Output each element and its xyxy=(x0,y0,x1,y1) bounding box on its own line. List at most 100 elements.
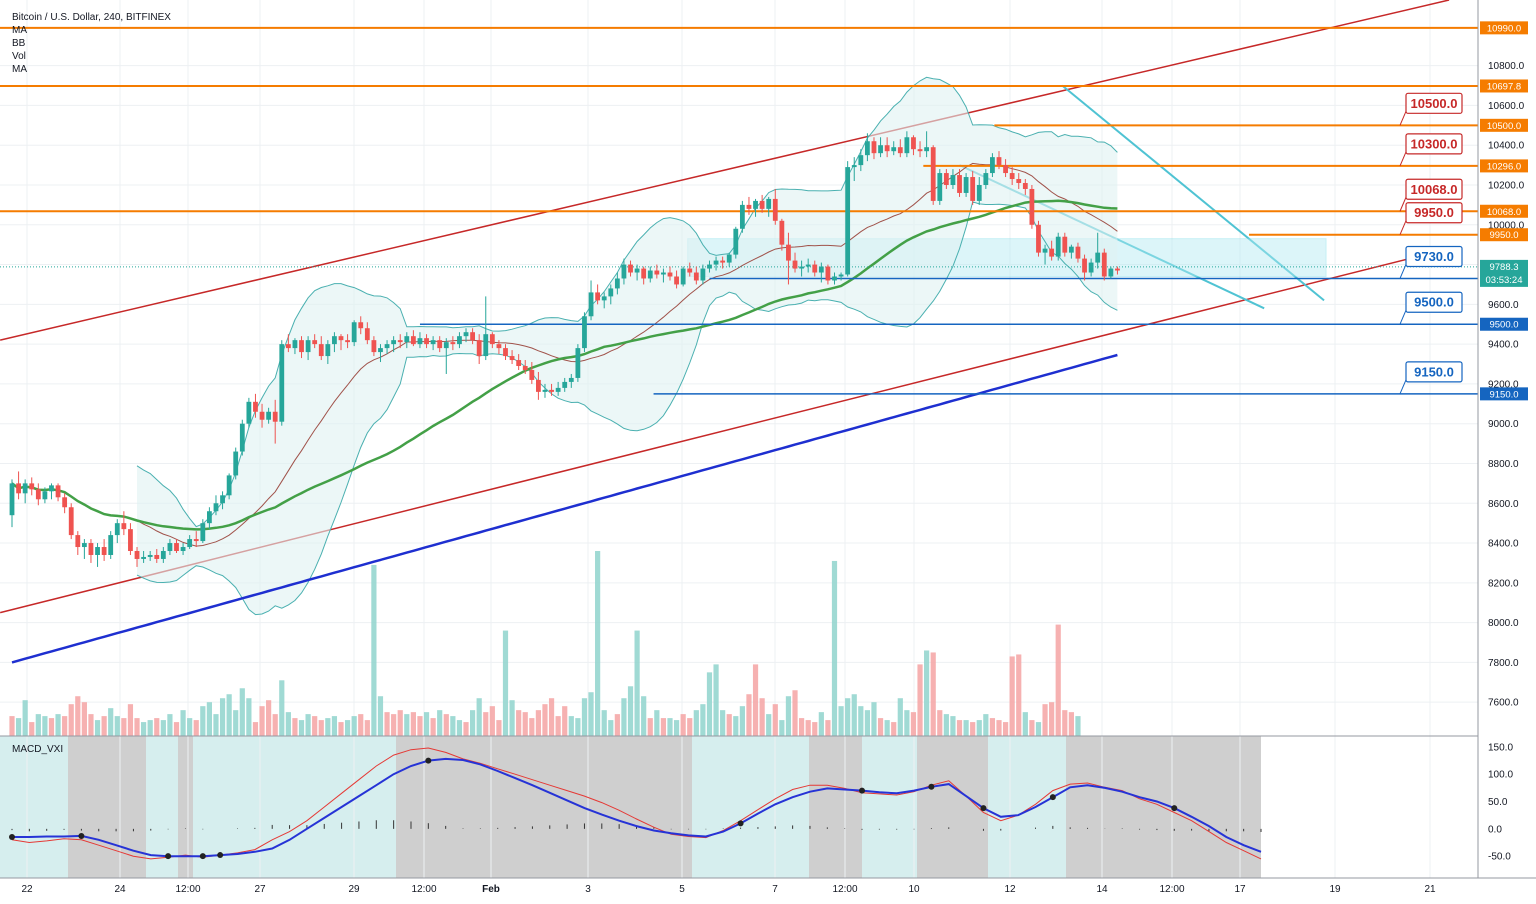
price-tick-label: 8800.0 xyxy=(1488,459,1519,470)
volume-bar xyxy=(871,702,877,736)
volume-bar xyxy=(456,720,463,736)
candle-body xyxy=(141,556,146,559)
candle-body xyxy=(845,167,851,275)
candle-body xyxy=(805,264,811,267)
price-tick-label: 9400.0 xyxy=(1488,340,1519,351)
callout-box xyxy=(1405,133,1463,155)
volume-bar xyxy=(1049,702,1055,736)
candle-body xyxy=(49,485,54,492)
time-tick-label: 7 xyxy=(772,884,778,895)
macd-cross-dot xyxy=(1049,794,1056,801)
volume-bar xyxy=(496,720,502,736)
candle-body xyxy=(470,332,475,341)
time-tick-label: 19 xyxy=(1329,884,1341,895)
candle-body xyxy=(812,264,818,273)
callout-pointer xyxy=(1399,379,1407,395)
volume-bar xyxy=(351,716,357,736)
macd-tick-label: 100.0 xyxy=(1488,770,1513,781)
time-tick-label: 12 xyxy=(1004,884,1016,895)
candle-body xyxy=(1042,248,1048,253)
indicator-vol[interactable]: Vol xyxy=(12,51,26,62)
volume-bar xyxy=(581,698,588,736)
volume-bar xyxy=(963,720,969,736)
candle-body xyxy=(305,340,311,353)
candle-body xyxy=(483,334,489,357)
candle-body xyxy=(654,270,660,275)
candle-body xyxy=(35,489,41,500)
ma-50-line xyxy=(11,199,1118,531)
volume-bar xyxy=(94,720,101,736)
macd-cross-dot xyxy=(78,832,85,839)
candle-body xyxy=(1068,246,1074,253)
volume-bar xyxy=(595,551,601,736)
callout-label: 9500.0 xyxy=(1414,295,1454,310)
callout-box xyxy=(1405,245,1463,268)
candle-body xyxy=(358,322,364,329)
candle-body xyxy=(180,547,186,552)
candle-body xyxy=(443,342,449,349)
horizontal-levels[interactable] xyxy=(0,26,1478,395)
volume-bar xyxy=(562,706,568,736)
candle-body xyxy=(720,260,726,263)
indicator-bb[interactable]: BB xyxy=(12,38,26,49)
candle-body xyxy=(792,260,798,269)
volume-bar xyxy=(167,714,173,736)
volume-bar xyxy=(772,704,778,736)
volume-bar xyxy=(627,686,634,736)
candle-body xyxy=(338,336,344,341)
candle-body xyxy=(779,220,785,245)
volume-bar xyxy=(1068,712,1074,736)
price-axis-bg xyxy=(1478,0,1536,878)
candle-body xyxy=(134,551,140,559)
candle-body xyxy=(417,338,423,345)
volume-bar xyxy=(1016,654,1022,736)
volume-bar xyxy=(766,714,772,736)
candle-body xyxy=(647,270,653,279)
volume-bar xyxy=(29,722,35,736)
volume-bar xyxy=(463,722,469,736)
level-axis-label-bg xyxy=(1480,118,1528,132)
candle-body xyxy=(746,204,752,209)
volume-bar xyxy=(785,696,792,736)
level-callouts[interactable]: 10500.0 10300.0 10068.0 9950.0 9730.0 9500.0 9… xyxy=(1399,92,1463,395)
price-tick-label: 10200.0 xyxy=(1488,180,1525,191)
bollinger-upper-line xyxy=(136,76,1118,528)
volume-bar xyxy=(937,710,943,736)
callout-label: 9730.0 xyxy=(1414,249,1454,264)
volume-bar xyxy=(930,652,936,736)
volume-bar xyxy=(759,698,765,736)
candle-body xyxy=(739,204,745,229)
volume-bar xyxy=(81,702,87,736)
indicator-ma-2[interactable]: MA xyxy=(12,64,27,75)
macd-pane-label[interactable]: MACD_VXI xyxy=(12,744,64,755)
candle-body xyxy=(325,344,331,357)
candle-body xyxy=(233,451,239,476)
callout-box xyxy=(1405,291,1463,313)
volume-bar xyxy=(318,720,324,736)
volume-bar xyxy=(1075,716,1081,736)
volume-bar xyxy=(509,700,515,736)
volume-bar xyxy=(88,714,94,736)
macd-shade-band xyxy=(692,736,809,878)
candle-body xyxy=(174,543,179,552)
level-axis-label-bg xyxy=(1480,228,1528,242)
volume-bar xyxy=(884,720,890,736)
indicator-ma-1[interactable]: MA xyxy=(12,25,27,36)
price-tick-label: 10400.0 xyxy=(1488,141,1525,152)
volume-bar xyxy=(62,716,68,736)
volume-bar xyxy=(989,718,996,736)
candle-body xyxy=(865,141,870,156)
volume-bar xyxy=(845,698,851,736)
volume-bar xyxy=(877,718,884,736)
candle-body xyxy=(522,366,528,370)
volume-bar xyxy=(996,720,1002,736)
volume-bar xyxy=(608,720,614,736)
candle-body xyxy=(384,344,390,349)
volume-bar xyxy=(812,722,818,736)
price-tick-label: 9600.0 xyxy=(1488,300,1519,311)
volume-bar xyxy=(799,718,805,736)
ma-200-line xyxy=(11,353,1118,664)
candle-body xyxy=(930,147,936,201)
volume-bar xyxy=(127,704,134,736)
